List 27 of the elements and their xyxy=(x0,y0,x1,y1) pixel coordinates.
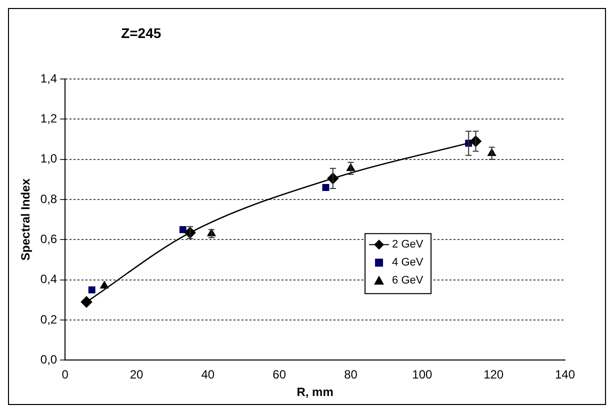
y-tick-label: 0,0 xyxy=(40,352,58,367)
y-tick-label: 1,0 xyxy=(40,152,58,166)
point xyxy=(179,226,186,234)
y-axis-title: Spectral Index xyxy=(18,178,33,261)
y-tick-label: 1,2 xyxy=(40,111,58,126)
x-tick-label: 40 xyxy=(201,368,215,382)
y-tick-label: 0,8 xyxy=(40,192,58,206)
x-tick-label: 100 xyxy=(412,368,432,382)
x-tick-label: 0 xyxy=(62,368,69,382)
legend-label: 2 GeV xyxy=(392,238,424,251)
x-tick-label: 120 xyxy=(484,368,504,382)
point xyxy=(322,184,330,191)
x-axis-title: R, mm xyxy=(296,385,334,400)
chart-title: Z=245 xyxy=(121,24,162,41)
point xyxy=(88,286,96,294)
point xyxy=(100,281,108,289)
point xyxy=(80,296,92,308)
x-tick-label: 20 xyxy=(130,368,144,382)
y-tick-label: 0,2 xyxy=(40,312,58,326)
y-tick-label: 1,4 xyxy=(40,71,58,86)
x-tick-label: 140 xyxy=(554,368,576,382)
legend-label: 4 GeV xyxy=(392,256,424,269)
y-tick-label: 0,6 xyxy=(40,232,58,246)
x-tick-label: 60 xyxy=(272,368,286,382)
y-tick-label: 0,4 xyxy=(40,272,58,286)
x-tick-label: 80 xyxy=(344,368,358,382)
legend-label: 6 GeV xyxy=(392,274,424,287)
